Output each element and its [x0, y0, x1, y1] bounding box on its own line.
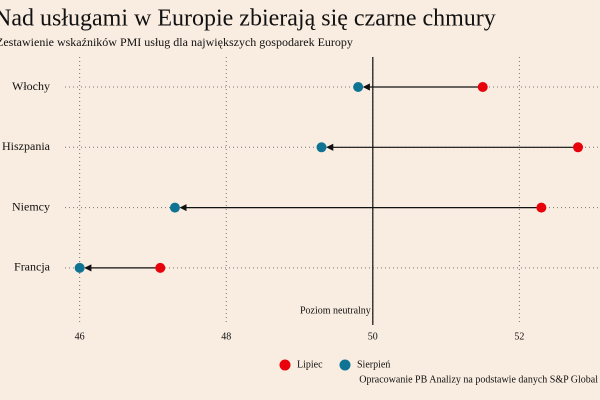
dot	[155, 262, 166, 273]
legend-marker	[279, 359, 291, 371]
legend-label: Sierpień	[357, 359, 390, 370]
source: Opracowanie PB Analizy na podstawie dany…	[359, 374, 598, 385]
dot	[353, 82, 364, 92]
chart-title: Nad usługami w Europie zbierają się czar…	[0, 6, 496, 32]
dot	[74, 262, 85, 273]
chart-subtitle: Zestawienie wskaźników PMI usług dla naj…	[0, 35, 353, 49]
y-tick-label: Francja	[14, 260, 51, 274]
reference-label: Poziom neutralny	[300, 305, 371, 316]
x-tick-label: 50	[368, 331, 378, 342]
legend-marker	[339, 359, 351, 371]
dot	[536, 202, 547, 213]
y-tick-label: Niemcy	[12, 199, 50, 213]
x-tick-label: 46	[75, 331, 85, 342]
y-tick-label: Hiszpania	[2, 139, 51, 153]
dot	[169, 202, 180, 213]
legend-label: Lipiec	[297, 359, 323, 370]
x-tick-label: 52	[514, 331, 524, 342]
dot	[316, 142, 327, 153]
y-tick-label: Włochy	[12, 79, 50, 93]
dot	[477, 82, 488, 92]
dot	[573, 142, 584, 153]
x-tick-label: 48	[221, 331, 231, 342]
